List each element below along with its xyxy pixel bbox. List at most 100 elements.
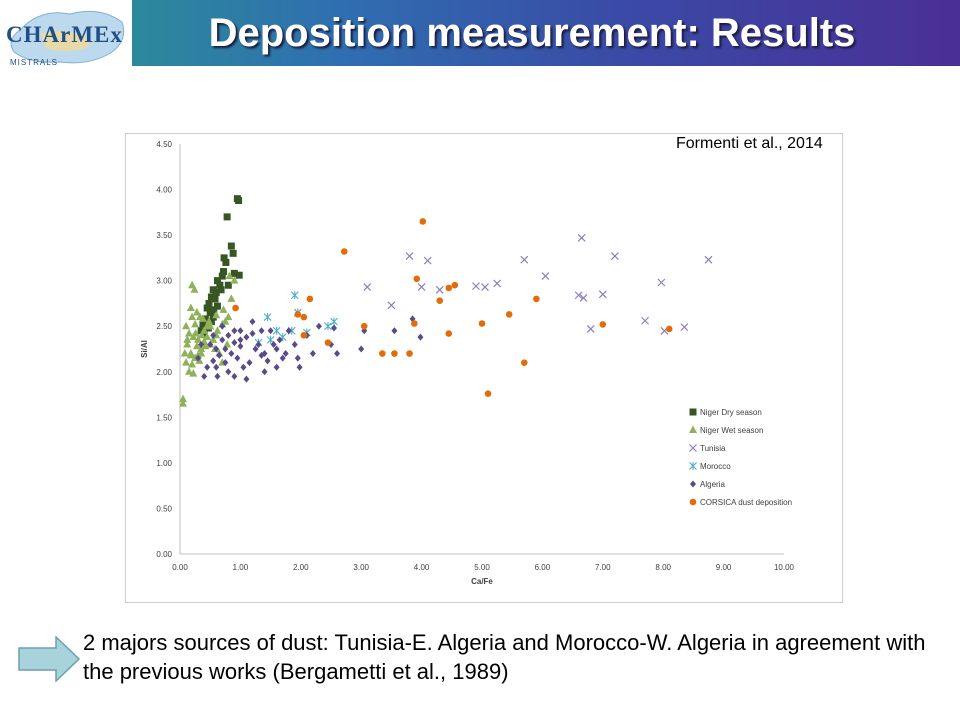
data-point xyxy=(212,289,220,297)
data-point xyxy=(300,313,308,321)
y-tick-label: 4.00 xyxy=(156,186,172,195)
data-point xyxy=(579,294,588,302)
data-point xyxy=(232,304,239,312)
data-point xyxy=(598,290,607,299)
data-point xyxy=(493,279,502,288)
data-point xyxy=(291,340,298,348)
data-point xyxy=(417,333,424,341)
data-point xyxy=(657,278,666,287)
charmex-logo: CHArMEx MISTRALS xyxy=(0,0,132,76)
data-point xyxy=(405,252,414,260)
legend-label: Niger Dry season xyxy=(700,408,762,417)
data-point xyxy=(306,295,314,303)
data-point xyxy=(282,350,289,358)
data-point xyxy=(665,325,673,333)
data-point xyxy=(309,350,316,358)
data-point xyxy=(577,233,586,242)
data-point xyxy=(179,399,188,407)
title-bar xyxy=(0,0,960,66)
y-tick-label: 1.50 xyxy=(156,413,172,422)
data-point xyxy=(505,311,513,318)
data-point xyxy=(520,359,528,366)
data-point xyxy=(229,249,237,257)
data-point xyxy=(272,326,281,335)
data-point xyxy=(296,363,303,371)
data-point xyxy=(246,359,253,367)
data-point xyxy=(406,350,413,357)
data-point xyxy=(586,325,595,333)
data-point xyxy=(445,330,453,337)
data-point xyxy=(225,331,232,339)
data-point xyxy=(243,333,250,341)
data-point xyxy=(290,291,299,300)
data-point xyxy=(207,293,215,301)
data-point xyxy=(243,375,250,383)
legend-label: Algeria xyxy=(700,480,725,489)
data-point xyxy=(227,294,236,302)
data-point xyxy=(704,255,713,264)
data-point xyxy=(219,322,226,330)
data-point xyxy=(334,350,341,358)
data-point xyxy=(190,285,199,293)
y-tick-label: 3.50 xyxy=(156,231,172,240)
data-point xyxy=(387,301,396,310)
data-point xyxy=(285,327,292,335)
data-point xyxy=(186,303,195,311)
data-point xyxy=(264,357,271,365)
data-point xyxy=(192,308,201,316)
data-point xyxy=(231,372,238,380)
data-point xyxy=(183,335,192,343)
data-point xyxy=(435,285,444,294)
data-point xyxy=(210,357,217,365)
data-point xyxy=(263,313,272,322)
data-point xyxy=(219,268,227,276)
data-point xyxy=(231,327,238,335)
data-point xyxy=(331,324,338,332)
data-point xyxy=(220,254,228,262)
data-point xyxy=(209,335,218,343)
data-point xyxy=(225,368,232,376)
data-point xyxy=(201,372,208,380)
data-point xyxy=(240,363,247,371)
scatter-chart: 0.00 1.00 2.00 3.00 4.00 5.00 6.00 7.00 8.00 9.00… xyxy=(140,140,795,586)
data-point xyxy=(315,322,322,330)
data-point xyxy=(228,350,235,358)
data-point xyxy=(411,320,418,327)
data-point xyxy=(267,327,274,335)
logo-subtitle: MISTRALS xyxy=(10,58,59,67)
legend-marker xyxy=(689,498,697,506)
block-arrow-icon xyxy=(18,636,80,682)
data-point xyxy=(195,354,202,362)
data-point xyxy=(210,306,218,314)
data-point xyxy=(191,319,200,328)
data-point xyxy=(212,310,221,319)
x-tick-label: 3.00 xyxy=(353,563,369,572)
data-point xyxy=(179,394,188,403)
x-tick-label: 6.00 xyxy=(535,563,551,572)
data-point xyxy=(219,305,228,313)
data-point xyxy=(191,329,200,337)
data-point xyxy=(222,359,229,367)
data-point xyxy=(199,320,207,328)
data-point xyxy=(409,315,416,323)
data-point xyxy=(541,272,550,281)
data-point xyxy=(206,321,215,330)
data-point xyxy=(188,359,197,368)
data-point xyxy=(218,272,226,280)
data-point xyxy=(192,341,201,350)
data-point xyxy=(261,368,268,376)
data-point xyxy=(223,213,231,221)
y-tick-label: 0.00 xyxy=(156,550,172,559)
data-point xyxy=(237,336,244,344)
data-point xyxy=(413,275,421,283)
data-point xyxy=(213,302,221,310)
data-point xyxy=(484,390,492,397)
x-tick-label: 7.00 xyxy=(595,563,611,572)
data-point xyxy=(213,326,222,334)
legend-marker xyxy=(689,408,697,416)
data-point xyxy=(273,363,280,371)
data-point xyxy=(680,323,689,332)
data-point xyxy=(197,330,206,339)
legend-label: CORSICA dust deposition xyxy=(700,498,792,507)
page-title: Deposition measurement: Results xyxy=(208,11,856,55)
